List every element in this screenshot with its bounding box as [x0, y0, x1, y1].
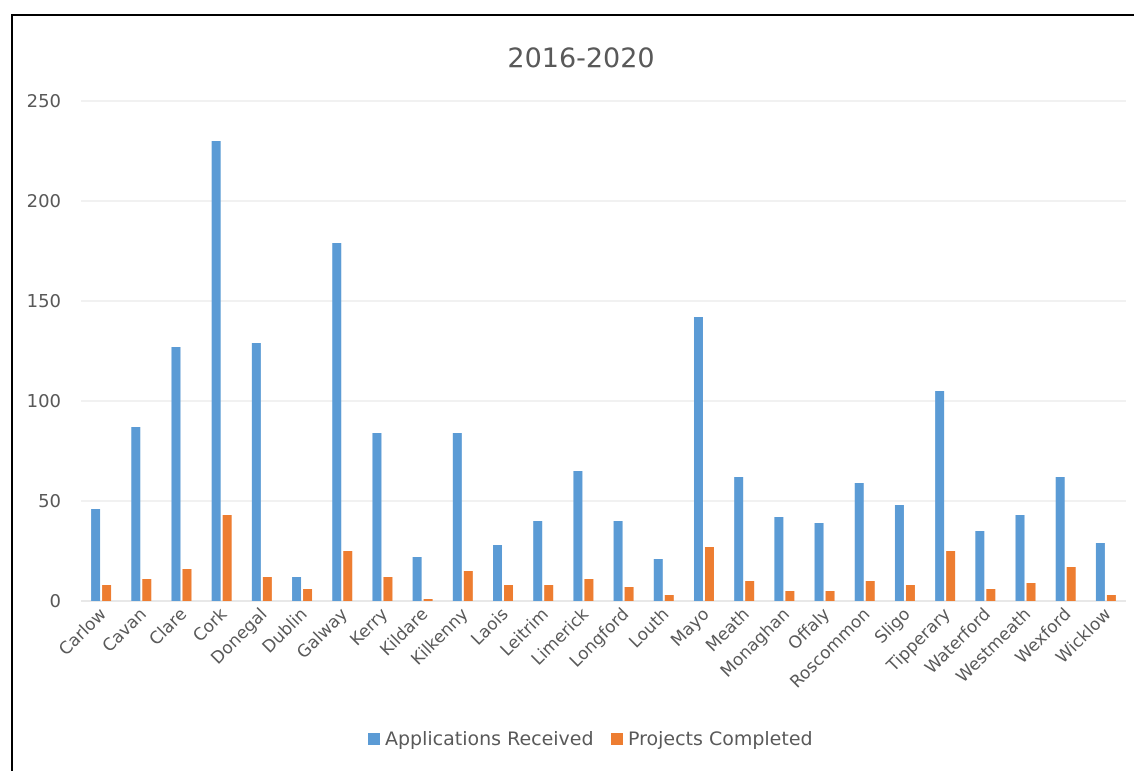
bar-applications-westmeath: [1015, 515, 1025, 601]
bar-applications-offaly: [814, 523, 824, 601]
bar-applications-louth: [653, 559, 663, 601]
bar-projects-cavan: [142, 579, 152, 601]
bar-projects-limerick: [584, 579, 594, 601]
bar-applications-wicklow: [1095, 543, 1105, 601]
bar-projects-offaly: [825, 591, 835, 601]
bar-applications-limerick: [573, 471, 583, 601]
bar-applications-sligo: [894, 505, 904, 601]
bar-applications-tipperary: [935, 391, 945, 601]
bar-applications-kildare: [412, 557, 422, 601]
bar-applications-roscommon: [854, 483, 864, 601]
chart-title: 2016-2020: [507, 43, 654, 74]
bar-applications-cavan: [131, 427, 141, 601]
bar-projects-dublin: [303, 589, 313, 601]
y-tick-label: 200: [27, 191, 61, 212]
bar-projects-mayo: [704, 547, 714, 601]
bar-projects-donegal: [262, 577, 272, 601]
bar-applications-cork: [211, 141, 221, 601]
bar-projects-sligo: [905, 585, 915, 601]
bar-projects-monaghan: [785, 591, 795, 601]
bar-projects-galway: [343, 551, 353, 601]
y-tick-label: 0: [50, 591, 61, 612]
bar-projects-cork: [222, 515, 232, 601]
y-tick-label: 150: [27, 291, 61, 312]
y-tick-label: 100: [27, 391, 61, 412]
x-tick-label: Louth: [625, 604, 673, 652]
chart-frame: 2016-2020 0 50 100 150 200 250 Carlow Cavan Cla…: [11, 14, 1134, 771]
bar-projects-leitrim: [544, 585, 554, 601]
y-tick-label: 50: [38, 491, 61, 512]
bar-applications-mayo: [693, 317, 703, 601]
legend: Applications Received Projects Completed: [368, 728, 813, 750]
bar-projects-westmeath: [1026, 583, 1036, 601]
y-tick-label: 250: [27, 91, 61, 112]
bar-projects-laois: [504, 585, 514, 601]
bar-applications-carlow: [91, 509, 101, 601]
bar-projects-clare: [182, 569, 192, 601]
bar-projects-kilkenny: [463, 571, 473, 601]
bar-applications-leitrim: [533, 521, 543, 601]
bar-applications-dublin: [292, 577, 302, 601]
bar-applications-meath: [734, 477, 744, 601]
bar-applications-galway: [332, 243, 342, 601]
bar-projects-wexford: [1066, 567, 1076, 601]
bar-projects-waterford: [986, 589, 996, 601]
bar-applications-laois: [493, 545, 503, 601]
x-tick-label: Carlow: [55, 604, 110, 659]
bar-chart: 2016-2020 0 50 100 150 200 250 CarlowCavanCla…: [27, 43, 1126, 750]
bar-projects-carlow: [102, 585, 112, 601]
bar-applications-clare: [171, 347, 181, 601]
bar-applications-kilkenny: [452, 433, 462, 601]
bar-applications-waterford: [975, 531, 985, 601]
x-tick-label: Cavan: [99, 604, 151, 656]
legend-swatch-projects: [611, 733, 623, 745]
legend-swatch-applications: [368, 733, 380, 745]
bar-applications-donegal: [251, 343, 261, 601]
bar-applications-wexford: [1055, 477, 1065, 601]
bars: [91, 141, 1116, 601]
bar-applications-kerry: [372, 433, 382, 601]
bar-projects-roscommon: [865, 581, 875, 601]
y-axis-ticks: 0 50 100 150 200 250: [27, 91, 61, 612]
gridlines: [81, 100, 1126, 602]
bar-applications-monaghan: [774, 517, 784, 601]
x-axis-ticks: CarlowCavanClareCorkDonegalDublinGalwayK…: [55, 604, 1115, 692]
bar-projects-wicklow: [1106, 595, 1116, 601]
bar-projects-kildare: [423, 599, 433, 601]
bar-projects-meath: [745, 581, 755, 601]
legend-label-applications: Applications Received: [385, 728, 594, 750]
bar-projects-kerry: [383, 577, 393, 601]
bar-projects-louth: [664, 595, 674, 601]
bar-projects-longford: [624, 587, 634, 601]
legend-label-projects: Projects Completed: [628, 728, 813, 750]
x-tick-label: Clare: [146, 604, 191, 649]
bar-projects-tipperary: [946, 551, 956, 601]
bar-applications-longford: [613, 521, 623, 601]
